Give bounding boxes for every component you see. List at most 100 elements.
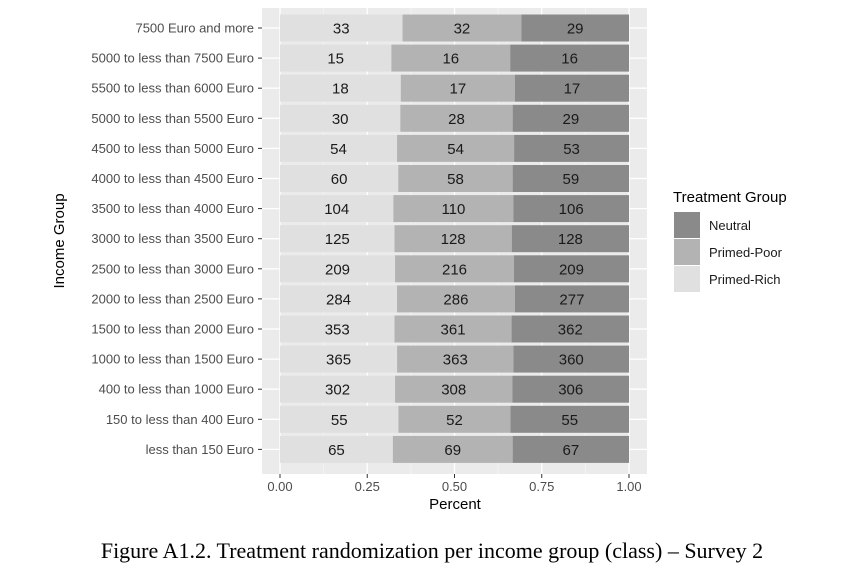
x-tick-label: 0.00: [267, 479, 292, 494]
y-tick-label: less than 150 Euro: [146, 442, 254, 457]
bar-segment: [280, 345, 398, 373]
bar-value-label: 60: [331, 171, 348, 188]
bar-value-label: 30: [332, 111, 349, 128]
legend-label: Neutral: [709, 218, 751, 233]
bar-value-label: 106: [559, 201, 584, 218]
bar-segment: [280, 315, 395, 343]
bar-segment: [280, 104, 401, 132]
y-tick-label: 1500 to less than 2000 Euro: [91, 322, 254, 337]
bar-value-label: 29: [567, 21, 584, 38]
bar-value-label: 58: [447, 171, 464, 188]
bar-segment: [511, 315, 629, 343]
bar-value-label: 17: [450, 81, 467, 98]
bar-value-label: 302: [325, 382, 350, 399]
bar-segment: [280, 74, 401, 102]
y-tick-label: 3000 to less than 3500 Euro: [91, 231, 254, 246]
y-tick-label: 150 to less than 400 Euro: [106, 412, 254, 427]
x-tick-label: 1.00: [616, 479, 641, 494]
bar-value-label: 67: [562, 442, 579, 459]
y-tick-label: 5000 to less than 7500 Euro: [91, 51, 254, 66]
bar-value-label: 59: [562, 171, 579, 188]
bar-value-label: 55: [561, 412, 578, 429]
bar-value-label: 306: [558, 382, 583, 399]
bar-value-label: 209: [559, 261, 584, 278]
bar-segment: [280, 405, 399, 433]
bar-value-label: 65: [328, 442, 345, 459]
bar-value-label: 69: [444, 442, 461, 459]
y-tick-label: 7500 Euro and more: [135, 21, 254, 36]
y-tick-label: 5000 to less than 5500 Euro: [91, 111, 254, 126]
bar-value-label: 16: [442, 51, 459, 68]
bar-segment: [392, 435, 513, 463]
bar-value-label: 365: [326, 352, 351, 369]
legend: Treatment Group Neutral Primed-Poor Primed…: [673, 189, 787, 292]
y-tick-label: 4000 to less than 4500 Euro: [91, 171, 254, 186]
bar-segment: [513, 255, 629, 283]
bar-segment: [394, 225, 512, 253]
bar-segment: [397, 285, 515, 313]
y-axis-title: Income Group: [51, 193, 68, 288]
legend-title: Treatment Group: [673, 189, 787, 206]
y-tick-label: 2000 to less than 2500 Euro: [91, 291, 254, 306]
y-tick-label: 400 to less than 1000 Euro: [99, 382, 254, 397]
bar-value-label: 277: [559, 291, 584, 308]
y-axis-tick-labels: 7500 Euro and more 5000 to less than 7500…: [91, 21, 262, 457]
bar-segment: [280, 195, 394, 223]
bar-value-label: 110: [441, 201, 465, 218]
bar-segment: [280, 165, 399, 192]
bar-segment: [521, 14, 629, 42]
bar-value-label: 209: [325, 261, 350, 278]
y-tick-label: 4500 to less than 5000 Euro: [91, 141, 254, 156]
bar-value-label: 16: [561, 51, 578, 68]
bar-value-label: 15: [327, 51, 344, 68]
bar-segment: [512, 165, 629, 192]
bars: 33 32 29 15 16 16 18 17 17 30 28 29 54 54 53 60 58 59 104 1…: [280, 14, 629, 463]
bar-value-label: 54: [330, 141, 347, 158]
y-tick-label: 5500 to less than 6000 Euro: [91, 81, 254, 96]
bar-value-label: 284: [326, 291, 351, 308]
legend-key: [674, 239, 700, 265]
bar-value-label: 53: [563, 141, 580, 158]
bar-value-label: 363: [443, 352, 468, 369]
bar-segment: [511, 225, 629, 253]
x-tick-label: 0.50: [442, 479, 467, 494]
bar-segment: [512, 375, 629, 403]
bar-segment: [280, 435, 393, 463]
bar-segment: [397, 345, 514, 373]
bar-segment: [280, 375, 396, 403]
bar-segment: [393, 195, 514, 223]
bar-segment: [397, 134, 515, 162]
y-tick-label: 1000 to less than 1500 Euro: [91, 352, 254, 367]
legend-label: Primed-Rich: [709, 272, 781, 287]
bar-value-label: 104: [324, 201, 349, 218]
bar-value-label: 125: [325, 231, 350, 248]
legend-label: Primed-Poor: [709, 245, 783, 260]
y-tick-label: 2500 to less than 3000 Euro: [91, 261, 254, 276]
bar-segment: [280, 225, 395, 253]
bar-value-label: 308: [441, 382, 466, 399]
bar-segment: [514, 74, 629, 102]
stacked-bar-chart: 33 32 29 15 16 16 18 17 17 30 28 29 54 54 53 60 58 59 104 1…: [51, 8, 787, 513]
bar-segment: [280, 44, 392, 72]
bar-segment: [514, 134, 629, 162]
bar-segment: [514, 285, 629, 313]
bar-value-label: 360: [559, 352, 584, 369]
x-axis-title: Percent: [429, 496, 482, 513]
x-tick-label: 0.75: [529, 479, 554, 494]
bar-segment: [398, 405, 511, 433]
bar-segment: [398, 165, 513, 192]
bar-value-label: 353: [325, 322, 350, 339]
bar-segment: [280, 134, 398, 162]
bar-value-label: 18: [332, 81, 349, 98]
bar-value-label: 32: [454, 21, 471, 38]
bar-value-label: 216: [442, 261, 467, 278]
legend-key: [674, 266, 700, 292]
bar-value-label: 361: [441, 322, 466, 339]
bar-value-label: 17: [564, 81, 581, 98]
bar-segment: [395, 255, 514, 283]
bar-segment: [513, 345, 629, 373]
bar-value-label: 29: [562, 111, 579, 128]
bar-value-label: 362: [558, 322, 583, 339]
bar-segment: [400, 104, 513, 132]
bar-segment: [402, 14, 522, 42]
